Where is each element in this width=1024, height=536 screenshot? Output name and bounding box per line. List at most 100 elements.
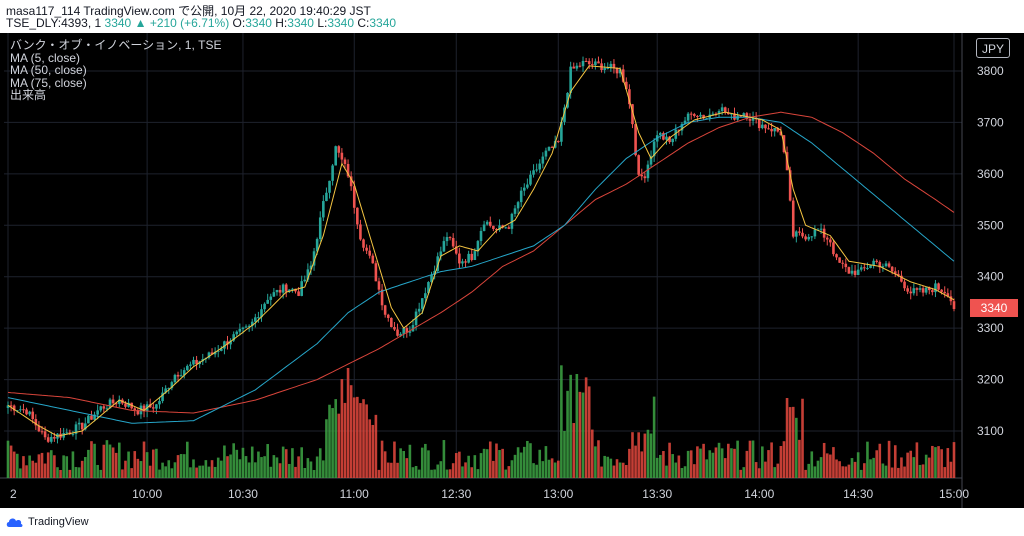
candle-body	[254, 317, 257, 322]
legend-ma75[interactable]: MA (75, close)	[10, 75, 87, 90]
volume-bar	[662, 451, 665, 478]
candle-body	[813, 229, 817, 237]
current-price-tag: 3340	[970, 298, 1018, 317]
ma50-line	[7, 116, 955, 424]
candle-body	[526, 184, 529, 188]
volume-bar	[819, 457, 823, 478]
volume-bar	[535, 464, 538, 478]
volume-bar	[544, 446, 548, 478]
candle-body	[380, 289, 384, 306]
volume-bar	[946, 448, 950, 478]
candle-body	[665, 136, 668, 140]
volume-bar	[121, 469, 124, 478]
tradingview-logo[interactable]: TradingView	[6, 516, 89, 528]
candle-body	[646, 164, 650, 179]
volume-bar	[482, 448, 486, 478]
volume-bar	[674, 462, 678, 478]
candle-body	[281, 284, 285, 293]
volume-bar	[872, 457, 875, 478]
candle-body	[266, 299, 269, 304]
volume-bar	[145, 452, 149, 478]
volume-bar	[12, 451, 16, 478]
volume-bar	[6, 440, 10, 478]
volume-bar	[201, 465, 205, 478]
candle-body	[485, 221, 489, 225]
volume-bar	[649, 433, 653, 478]
candle-body	[232, 334, 235, 341]
volume-bar	[43, 463, 47, 478]
volume-bar	[563, 430, 566, 478]
time-tick-label: 15:00	[939, 487, 969, 501]
candle-body	[856, 269, 860, 275]
candle-body	[863, 267, 866, 269]
volume-bar	[130, 468, 133, 478]
candle-body	[677, 129, 681, 131]
ohlc-line: TSE_DLY:4393, 1 3340 ▲ +210 (+6.71%) O:3…	[6, 16, 396, 30]
candle-body	[937, 283, 940, 290]
volume-bar	[838, 461, 841, 478]
candle-body	[934, 283, 937, 293]
volume-bar	[213, 466, 217, 478]
volume-bar	[569, 374, 572, 478]
candle-body	[807, 236, 810, 240]
candle-body	[519, 190, 523, 203]
volume-bar	[485, 449, 489, 478]
volume-bar	[349, 385, 353, 478]
volume-bar	[303, 467, 307, 478]
volume-bar	[850, 458, 854, 478]
time-tick-label: 13:00	[543, 487, 573, 501]
volume-bar	[856, 452, 860, 478]
candle-body	[223, 341, 226, 349]
volume-bar	[736, 440, 739, 478]
candle-body	[241, 327, 245, 329]
legend-ma5[interactable]: MA (5, close)	[10, 50, 81, 65]
legend-volume[interactable]: 出来高	[10, 88, 47, 102]
volume-bar	[96, 464, 99, 478]
candle-body	[906, 288, 909, 292]
volume-bar	[640, 451, 644, 478]
volume-bar	[424, 443, 427, 478]
candle-body	[334, 146, 337, 166]
candle-body	[563, 107, 566, 122]
candle-body	[578, 65, 582, 67]
volume-bar	[532, 463, 535, 478]
volume-bar	[952, 442, 956, 478]
volume-bar	[288, 463, 291, 478]
volume-bar	[102, 444, 106, 478]
candle-body	[625, 81, 628, 90]
candle-body	[124, 403, 127, 407]
volume-bar	[152, 449, 155, 478]
candle-body	[337, 146, 341, 153]
volume-bar	[801, 398, 804, 478]
legend-ma50[interactable]: MA (50, close)	[10, 63, 87, 77]
candle-body	[371, 255, 375, 264]
candle-body	[575, 65, 579, 69]
volume-bar	[393, 441, 396, 478]
chart-panel[interactable]: 3100 3200 3300 3400 3500 3600 3700 3800 2 10:00 10…	[0, 33, 1024, 508]
volume-bar	[300, 447, 303, 478]
volume-bar	[223, 445, 226, 478]
candle-body	[832, 242, 835, 255]
volume-bar	[189, 467, 192, 478]
candle-body	[315, 239, 319, 252]
candle-body	[612, 63, 616, 68]
volume-bar	[359, 403, 362, 478]
candle-body	[878, 261, 882, 268]
volume-bar	[25, 465, 28, 478]
candle-body	[470, 253, 474, 261]
candle-body	[770, 129, 773, 132]
volume-bar	[597, 440, 600, 478]
volume-bar	[807, 463, 810, 478]
volume-bar	[93, 443, 96, 478]
volume-bar	[34, 462, 38, 478]
candlestick-chart[interactable]: 3100 3200 3300 3400 3500 3600 3700 3800 2 10:00 10…	[0, 33, 1024, 508]
volume-bar	[28, 455, 31, 478]
volume-bar	[696, 446, 699, 478]
candle-body	[835, 254, 838, 258]
volume-bar	[742, 467, 746, 478]
volume-bar	[220, 460, 223, 478]
candle-body	[498, 225, 501, 231]
candle-body	[365, 247, 368, 251]
candle-body	[244, 326, 248, 328]
currency-button[interactable]: JPY	[976, 38, 1010, 58]
